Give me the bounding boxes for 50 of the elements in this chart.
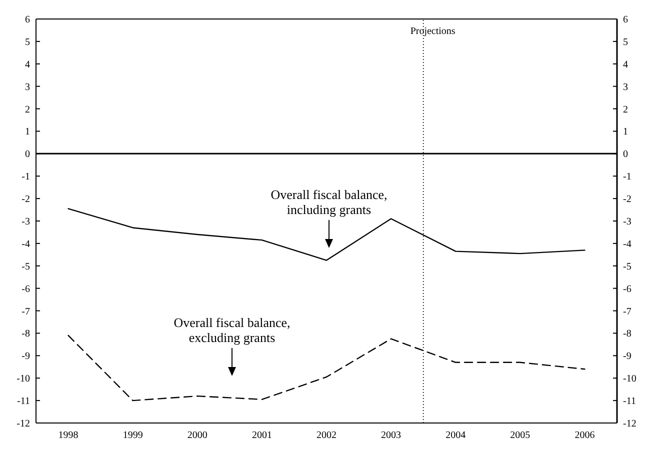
x-tick-label: 2001 [252,430,272,442]
y-tick-label: 1 [25,126,30,138]
y2-tick-label: -9 [623,351,632,362]
y2-tick-label: -3 [623,216,632,228]
y2-tick-label: -1 [623,172,632,183]
ref-line-label: Projections [410,26,456,38]
y2-tick-label: -8 [623,328,632,340]
y-tick-label: -12 [16,418,30,430]
y-tick-label: 5 [25,36,30,48]
y-tick-label: -4 [22,238,30,250]
x-tick-label: 2003 [381,430,402,442]
y-tick-label: -8 [22,328,30,340]
x-tick-label: 2005 [510,430,530,442]
y2-tick-label: -4 [623,238,632,250]
y2-tick-label: -5 [623,261,632,272]
y2-tick-label: 1 [623,126,628,138]
y-tick-label: -10 [16,374,30,385]
y2-tick-label: 5 [623,36,628,48]
y2-tick-label: 4 [623,59,628,70]
y2-tick-label: -6 [623,284,632,295]
x-tick-label: 2004 [446,430,466,442]
y2-tick-label: -2 [623,194,632,206]
y-tick-label: -11 [17,396,30,408]
x-tick-label: 2006 [574,430,595,442]
annotation: Overall fiscal balance, including grants [270,187,388,217]
y-tick-label: -9 [22,351,30,362]
y-tick-label: -2 [22,194,30,206]
x-tick-label: 2002 [316,430,336,442]
y-tick-label: 4 [25,59,30,70]
y-tick-label: -5 [22,261,30,272]
y-tick-label: -3 [22,216,30,228]
y-tick-label: 3 [25,82,30,93]
y2-tick-label: -12 [623,418,636,430]
y2-tick-label: -11 [623,396,636,408]
y-tick-label: 0 [25,149,30,160]
y-tick-label: 2 [25,104,30,116]
y-tick-label: 6 [25,14,30,26]
x-tick-label: 2000 [187,430,208,442]
y2-tick-label: -10 [623,374,636,385]
annotation: Overall fiscal balance, excluding grants [174,315,290,345]
y2-tick-label: 3 [623,82,628,93]
y-tick-label: -1 [22,172,30,183]
x-tick-label: 1998 [58,430,78,442]
y-tick-label: -7 [22,306,30,318]
y-tick-label: -6 [22,284,30,295]
y2-tick-label: 0 [623,149,628,160]
y2-tick-label: 2 [623,104,628,116]
y2-tick-label: -7 [623,306,632,318]
x-tick-label: 1999 [122,430,143,442]
y2-tick-label: 6 [623,14,628,26]
